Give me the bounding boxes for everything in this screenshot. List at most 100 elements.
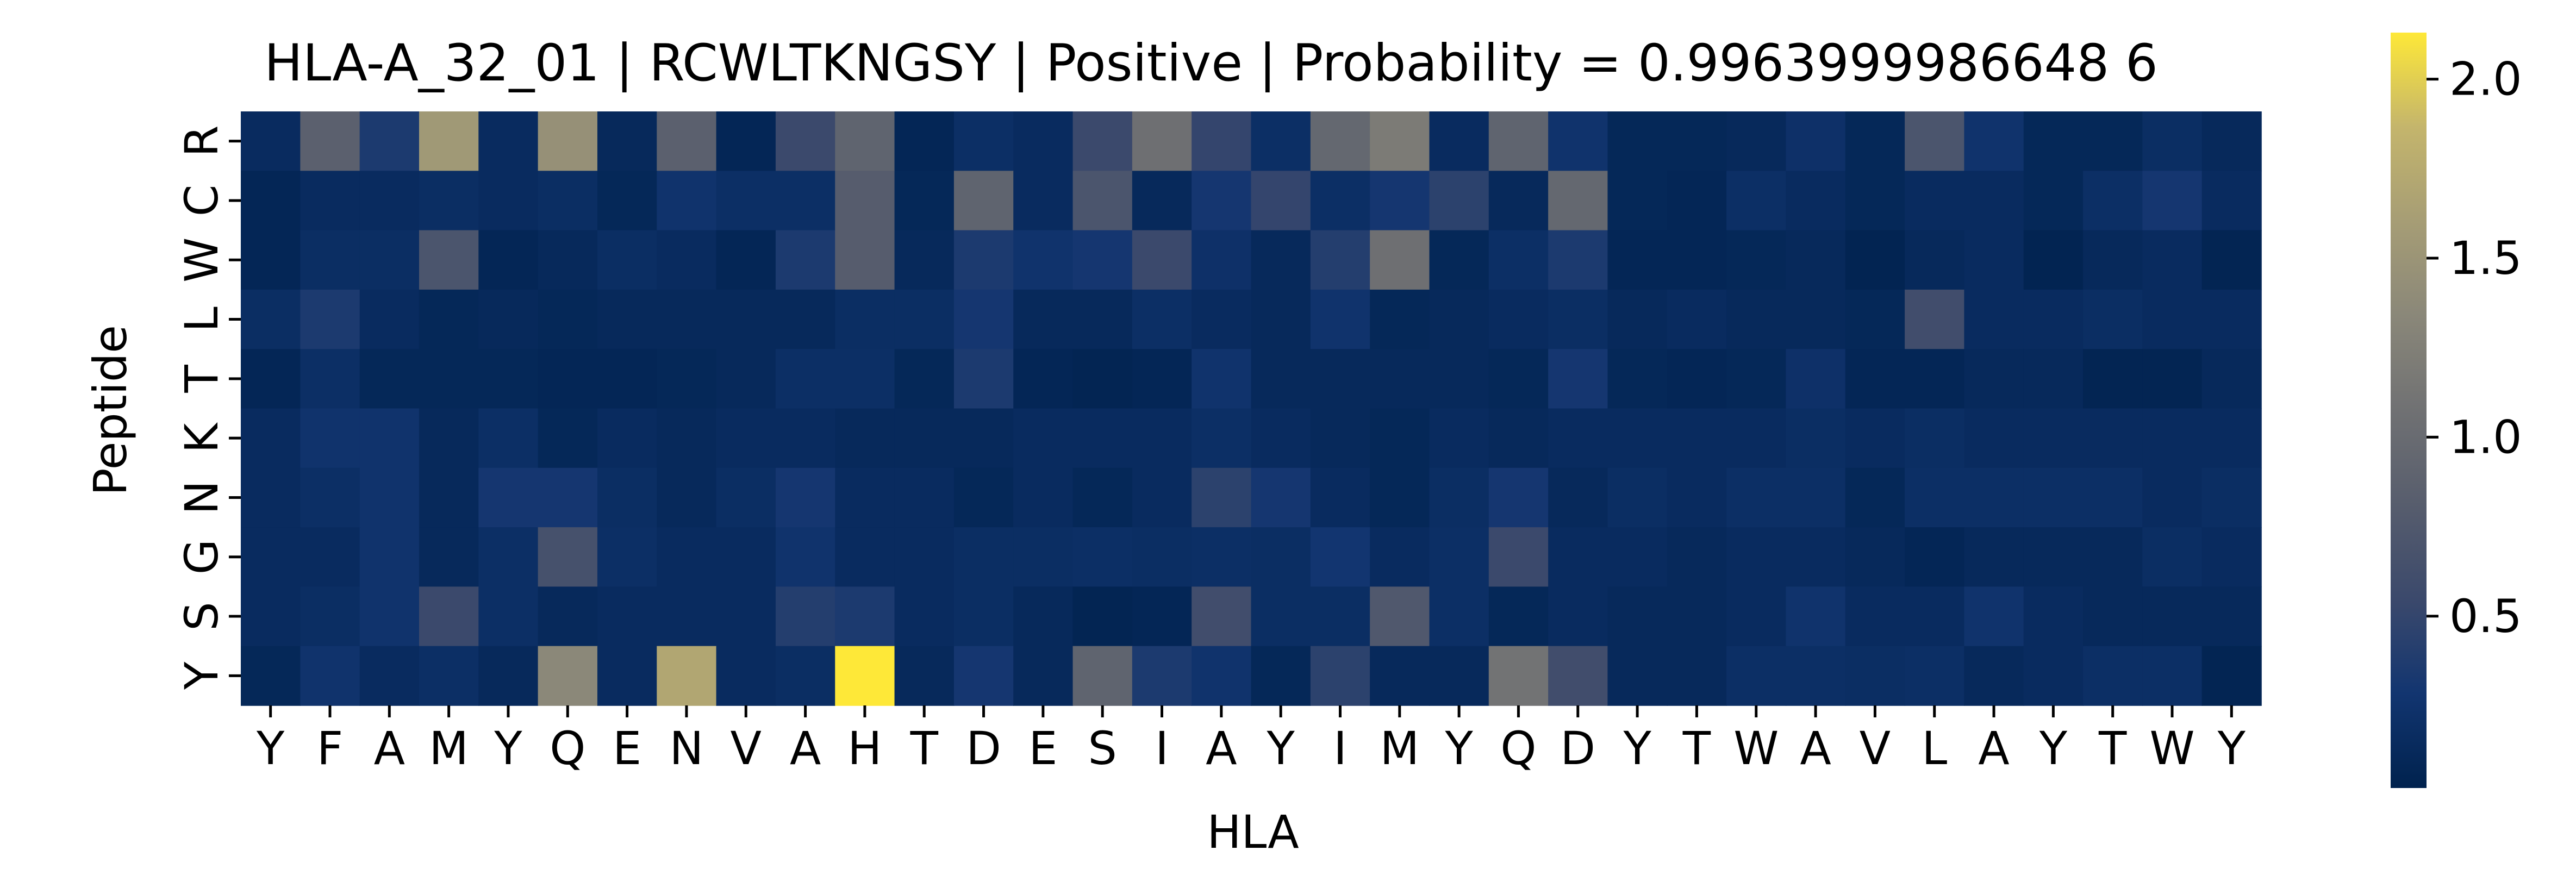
heatmap-cell: [597, 468, 657, 528]
colorbar: [2391, 33, 2427, 788]
heatmap-cell: [538, 349, 598, 409]
heatmap-cell: [1905, 230, 1964, 290]
heatmap-cell: [360, 646, 420, 706]
heatmap-cell: [1311, 111, 1370, 171]
heatmap-cell: [1964, 111, 2024, 171]
heatmap-cell: [1786, 230, 1845, 290]
y-tick-label: S: [175, 602, 228, 630]
heatmap-cell: [241, 409, 301, 468]
heatmap-cell: [1607, 527, 1667, 587]
heatmap-cell: [1311, 586, 1370, 646]
x-tick-label: Y: [2217, 722, 2246, 775]
heatmap-cells: [241, 111, 2262, 706]
heatmap-cell: [2024, 586, 2084, 646]
heatmap-cell: [954, 230, 1014, 290]
heatmap-cell: [360, 349, 420, 409]
heatmap-cell: [1192, 290, 1251, 349]
heatmap-cell: [538, 527, 598, 587]
heatmap-cell: [1964, 171, 2024, 230]
heatmap-cell: [835, 171, 895, 230]
heatmap-cell: [419, 349, 479, 409]
colorbar-ticks: 0.5 1.0 1.5 2.0: [2427, 53, 2522, 643]
x-tick-label: V: [1860, 722, 1891, 775]
heatmap-cell: [1073, 409, 1133, 468]
heatmap-cell: [1845, 527, 1905, 587]
heatmap-cell: [1548, 468, 1608, 528]
heatmap-cell: [1132, 586, 1192, 646]
heatmap-cell: [1489, 290, 1549, 349]
heatmap-cell: [776, 111, 835, 171]
x-tick-label: D: [966, 722, 1001, 775]
heatmap-cell: [1429, 230, 1489, 290]
heatmap-cell: [2083, 468, 2143, 528]
heatmap-cell: [1607, 349, 1667, 409]
heatmap-cell: [1548, 349, 1608, 409]
heatmap-cell: [1548, 586, 1608, 646]
heatmap-cell: [1607, 171, 1667, 230]
x-tick-label: Y: [1267, 722, 1295, 775]
heatmap-cell: [1013, 349, 1073, 409]
heatmap-cell: [1548, 646, 1608, 706]
heatmap-cell: [1132, 230, 1192, 290]
x-tick-label: T: [910, 722, 939, 775]
heatmap-cell: [300, 230, 360, 290]
heatmap-cell: [895, 586, 955, 646]
heatmap-cell: [657, 111, 716, 171]
heatmap-cell: [716, 111, 776, 171]
heatmap-cell: [1429, 468, 1489, 528]
heatmap-cell: [300, 111, 360, 171]
heatmap-cell: [716, 646, 776, 706]
heatmap-cell: [657, 349, 716, 409]
heatmap-cell: [835, 349, 895, 409]
heatmap-cell: [1251, 349, 1311, 409]
x-tick-label: H: [847, 722, 882, 775]
heatmap-cell: [419, 290, 479, 349]
x-tick-label: E: [1028, 722, 1057, 775]
heatmap-cell: [1726, 468, 1786, 528]
heatmap-cell: [538, 409, 598, 468]
heatmap-cell: [1311, 171, 1370, 230]
heatmap-cell: [1073, 646, 1133, 706]
heatmap-cell: [1429, 586, 1489, 646]
heatmap-cell: [2024, 409, 2084, 468]
x-tick-label: V: [731, 722, 762, 775]
heatmap-cell: [360, 230, 420, 290]
heatmap-cell: [1192, 349, 1251, 409]
heatmap-cell: [1370, 527, 1430, 587]
heatmap-cell: [1667, 349, 1727, 409]
heatmap-cell: [1311, 646, 1370, 706]
heatmap-cell: [300, 527, 360, 587]
x-tick-label: W: [1733, 722, 1779, 775]
heatmap-cell: [657, 527, 716, 587]
x-tick-label: A: [1978, 722, 2009, 775]
heatmap-cell: [1726, 409, 1786, 468]
heatmap-cell: [895, 230, 955, 290]
heatmap-cell: [2142, 409, 2202, 468]
heatmap-cell: [1726, 646, 1786, 706]
heatmap-cell: [538, 586, 598, 646]
heatmap-cell: [2202, 230, 2262, 290]
heatmap-cell: [1845, 111, 1905, 171]
heatmap-cell: [2202, 171, 2262, 230]
heatmap-cell: [657, 586, 716, 646]
heatmap-cell: [1013, 527, 1073, 587]
heatmap-cell: [1905, 586, 1964, 646]
heatmap-cell: [1013, 646, 1073, 706]
heatmap-cell: [954, 171, 1014, 230]
heatmap-cell: [538, 171, 598, 230]
heatmap-cell: [1370, 290, 1430, 349]
heatmap-cell: [1013, 409, 1073, 468]
heatmap-cell: [1132, 409, 1192, 468]
heatmap-cell: [1251, 646, 1311, 706]
heatmap-cell: [1964, 230, 2024, 290]
heatmap-cell: [1667, 230, 1727, 290]
x-tick-label: S: [1088, 722, 1117, 775]
heatmap-cell: [1548, 230, 1608, 290]
heatmap-cell: [1192, 527, 1251, 587]
heatmap-cell: [241, 230, 301, 290]
heatmap-cell: [1073, 171, 1133, 230]
heatmap-cell: [716, 290, 776, 349]
heatmap-cell: [1667, 527, 1727, 587]
heatmap-cell: [597, 646, 657, 706]
